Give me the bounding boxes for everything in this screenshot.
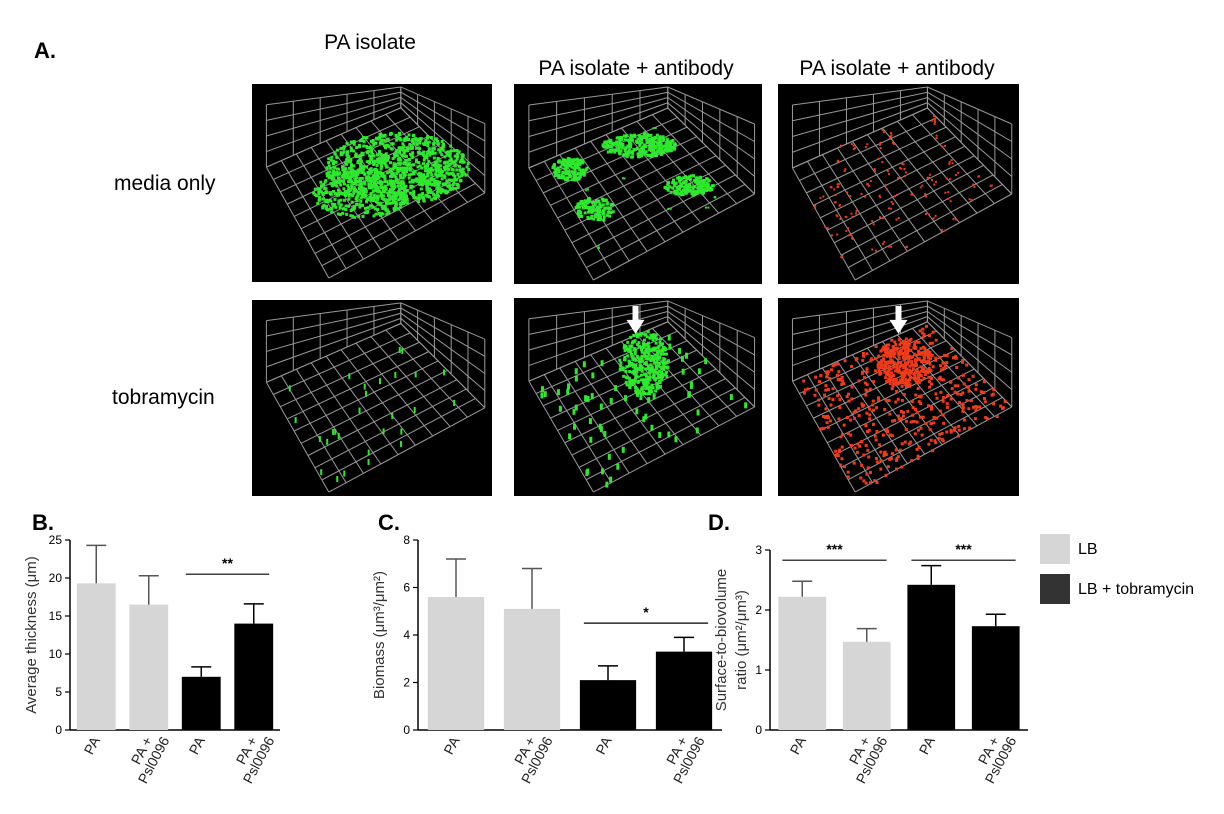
- micrograph-svg: [791, 86, 1013, 281]
- micrograph-media-pa: [252, 84, 492, 282]
- significance-label: ***: [826, 541, 843, 557]
- y-tick-label: 2: [403, 676, 410, 690]
- y-tick-label: 3: [755, 543, 762, 557]
- panel-b-label: B.: [32, 510, 54, 535]
- row-label-media-only: media only: [114, 172, 216, 195]
- micrograph-svg: [791, 300, 1013, 493]
- y-axis-label: Average thickness (μm): [23, 556, 40, 714]
- x-tick-label: Psl0096: [670, 734, 708, 786]
- micrograph-svg: [265, 86, 486, 279]
- legend-label-lb-tobramycin: LB + tobramycin: [1078, 581, 1195, 598]
- bar: [427, 597, 485, 730]
- bar: [579, 680, 637, 730]
- bar: [842, 641, 891, 730]
- bar: [907, 584, 956, 730]
- y-tick-label: 6: [403, 581, 410, 595]
- panel-c-label: C.: [378, 510, 400, 535]
- x-tick-label: PA +: [663, 734, 691, 767]
- micrograph-media-psl: [778, 84, 1019, 284]
- bar: [778, 596, 827, 730]
- x-tick-label: Psl0096: [240, 734, 278, 786]
- x-tick-label: Psl0096: [982, 734, 1020, 786]
- micrograph-media-live: [514, 84, 762, 284]
- x-tick-label: PA: [440, 733, 463, 757]
- arrow-head-icon: [889, 319, 908, 334]
- legend-swatch-lb: [1040, 534, 1070, 564]
- y-axis-label: ratio (μm²/μm³): [733, 590, 750, 690]
- significance-label: *: [643, 604, 649, 620]
- y-tick-label: 10: [49, 647, 63, 661]
- y-tick-label: 4: [403, 628, 410, 642]
- micrograph-tobra-psl: [778, 298, 1019, 496]
- significance-label: ***: [955, 541, 972, 557]
- bar: [129, 604, 169, 730]
- x-tick-label: PA: [592, 733, 615, 757]
- arrow-icon: [632, 305, 639, 322]
- y-tick-label: 5: [55, 685, 62, 699]
- y-tick-label: 1: [755, 663, 762, 677]
- x-tick-label: Psl0096: [853, 734, 891, 786]
- y-tick-label: 8: [403, 533, 410, 547]
- micrograph-tobra-pa: [252, 300, 492, 496]
- bar: [76, 583, 116, 730]
- arrow-head-icon: [626, 319, 645, 334]
- y-tick-label: 20: [49, 571, 63, 585]
- x-tick-label: PA +: [511, 734, 539, 767]
- y-axis-label: Biomass (μm³/μm²): [371, 571, 388, 699]
- x-tick-label: PA +: [975, 734, 1003, 767]
- column-header-text: PA isolate: [324, 31, 416, 54]
- significance-label: **: [222, 555, 233, 571]
- legend-swatch-lb-tobramycin: [1040, 574, 1070, 604]
- y-tick-label: 0: [403, 723, 410, 737]
- bar: [503, 608, 561, 730]
- x-tick-label: PA: [786, 733, 809, 757]
- panel-d-label: D.: [708, 510, 730, 535]
- x-tick-label: PA: [80, 733, 103, 757]
- micrograph-svg: [265, 302, 486, 493]
- y-tick-label: 2: [755, 603, 762, 617]
- column-header-pa-isolate: PA isolate: [248, 30, 492, 56]
- micrograph-tobra-live: [514, 298, 762, 496]
- bar: [655, 651, 713, 730]
- y-axis-label: Surface-to-biovolume: [713, 569, 730, 712]
- bar: [971, 626, 1020, 730]
- row-label-tobramycin: tobramycin: [112, 386, 215, 409]
- x-tick-label: Psl0096: [135, 734, 173, 786]
- x-tick-label: PA: [185, 733, 208, 757]
- arrow-icon: [895, 305, 902, 322]
- micrograph-svg: [528, 86, 756, 281]
- bar: [234, 623, 274, 730]
- x-tick-label: PA +: [846, 734, 874, 767]
- chart-group-2: 0 1 2 3 Surface-to-biovolume ratio (μm²/μm³) P…: [713, 541, 1028, 786]
- x-tick-label: PA +: [128, 734, 156, 767]
- y-tick-label: 0: [755, 723, 762, 737]
- bar: [181, 676, 221, 730]
- x-tick-label: PA: [915, 733, 938, 757]
- x-tick-label: PA +: [233, 734, 261, 767]
- x-tick-label: Psl0096: [518, 734, 556, 786]
- y-tick-label: 15: [49, 609, 63, 623]
- micrograph-svg: [528, 300, 756, 493]
- legend-label-lb: LB: [1078, 541, 1098, 558]
- panel-a-label: A.: [34, 38, 56, 63]
- y-tick-label: 0: [55, 723, 62, 737]
